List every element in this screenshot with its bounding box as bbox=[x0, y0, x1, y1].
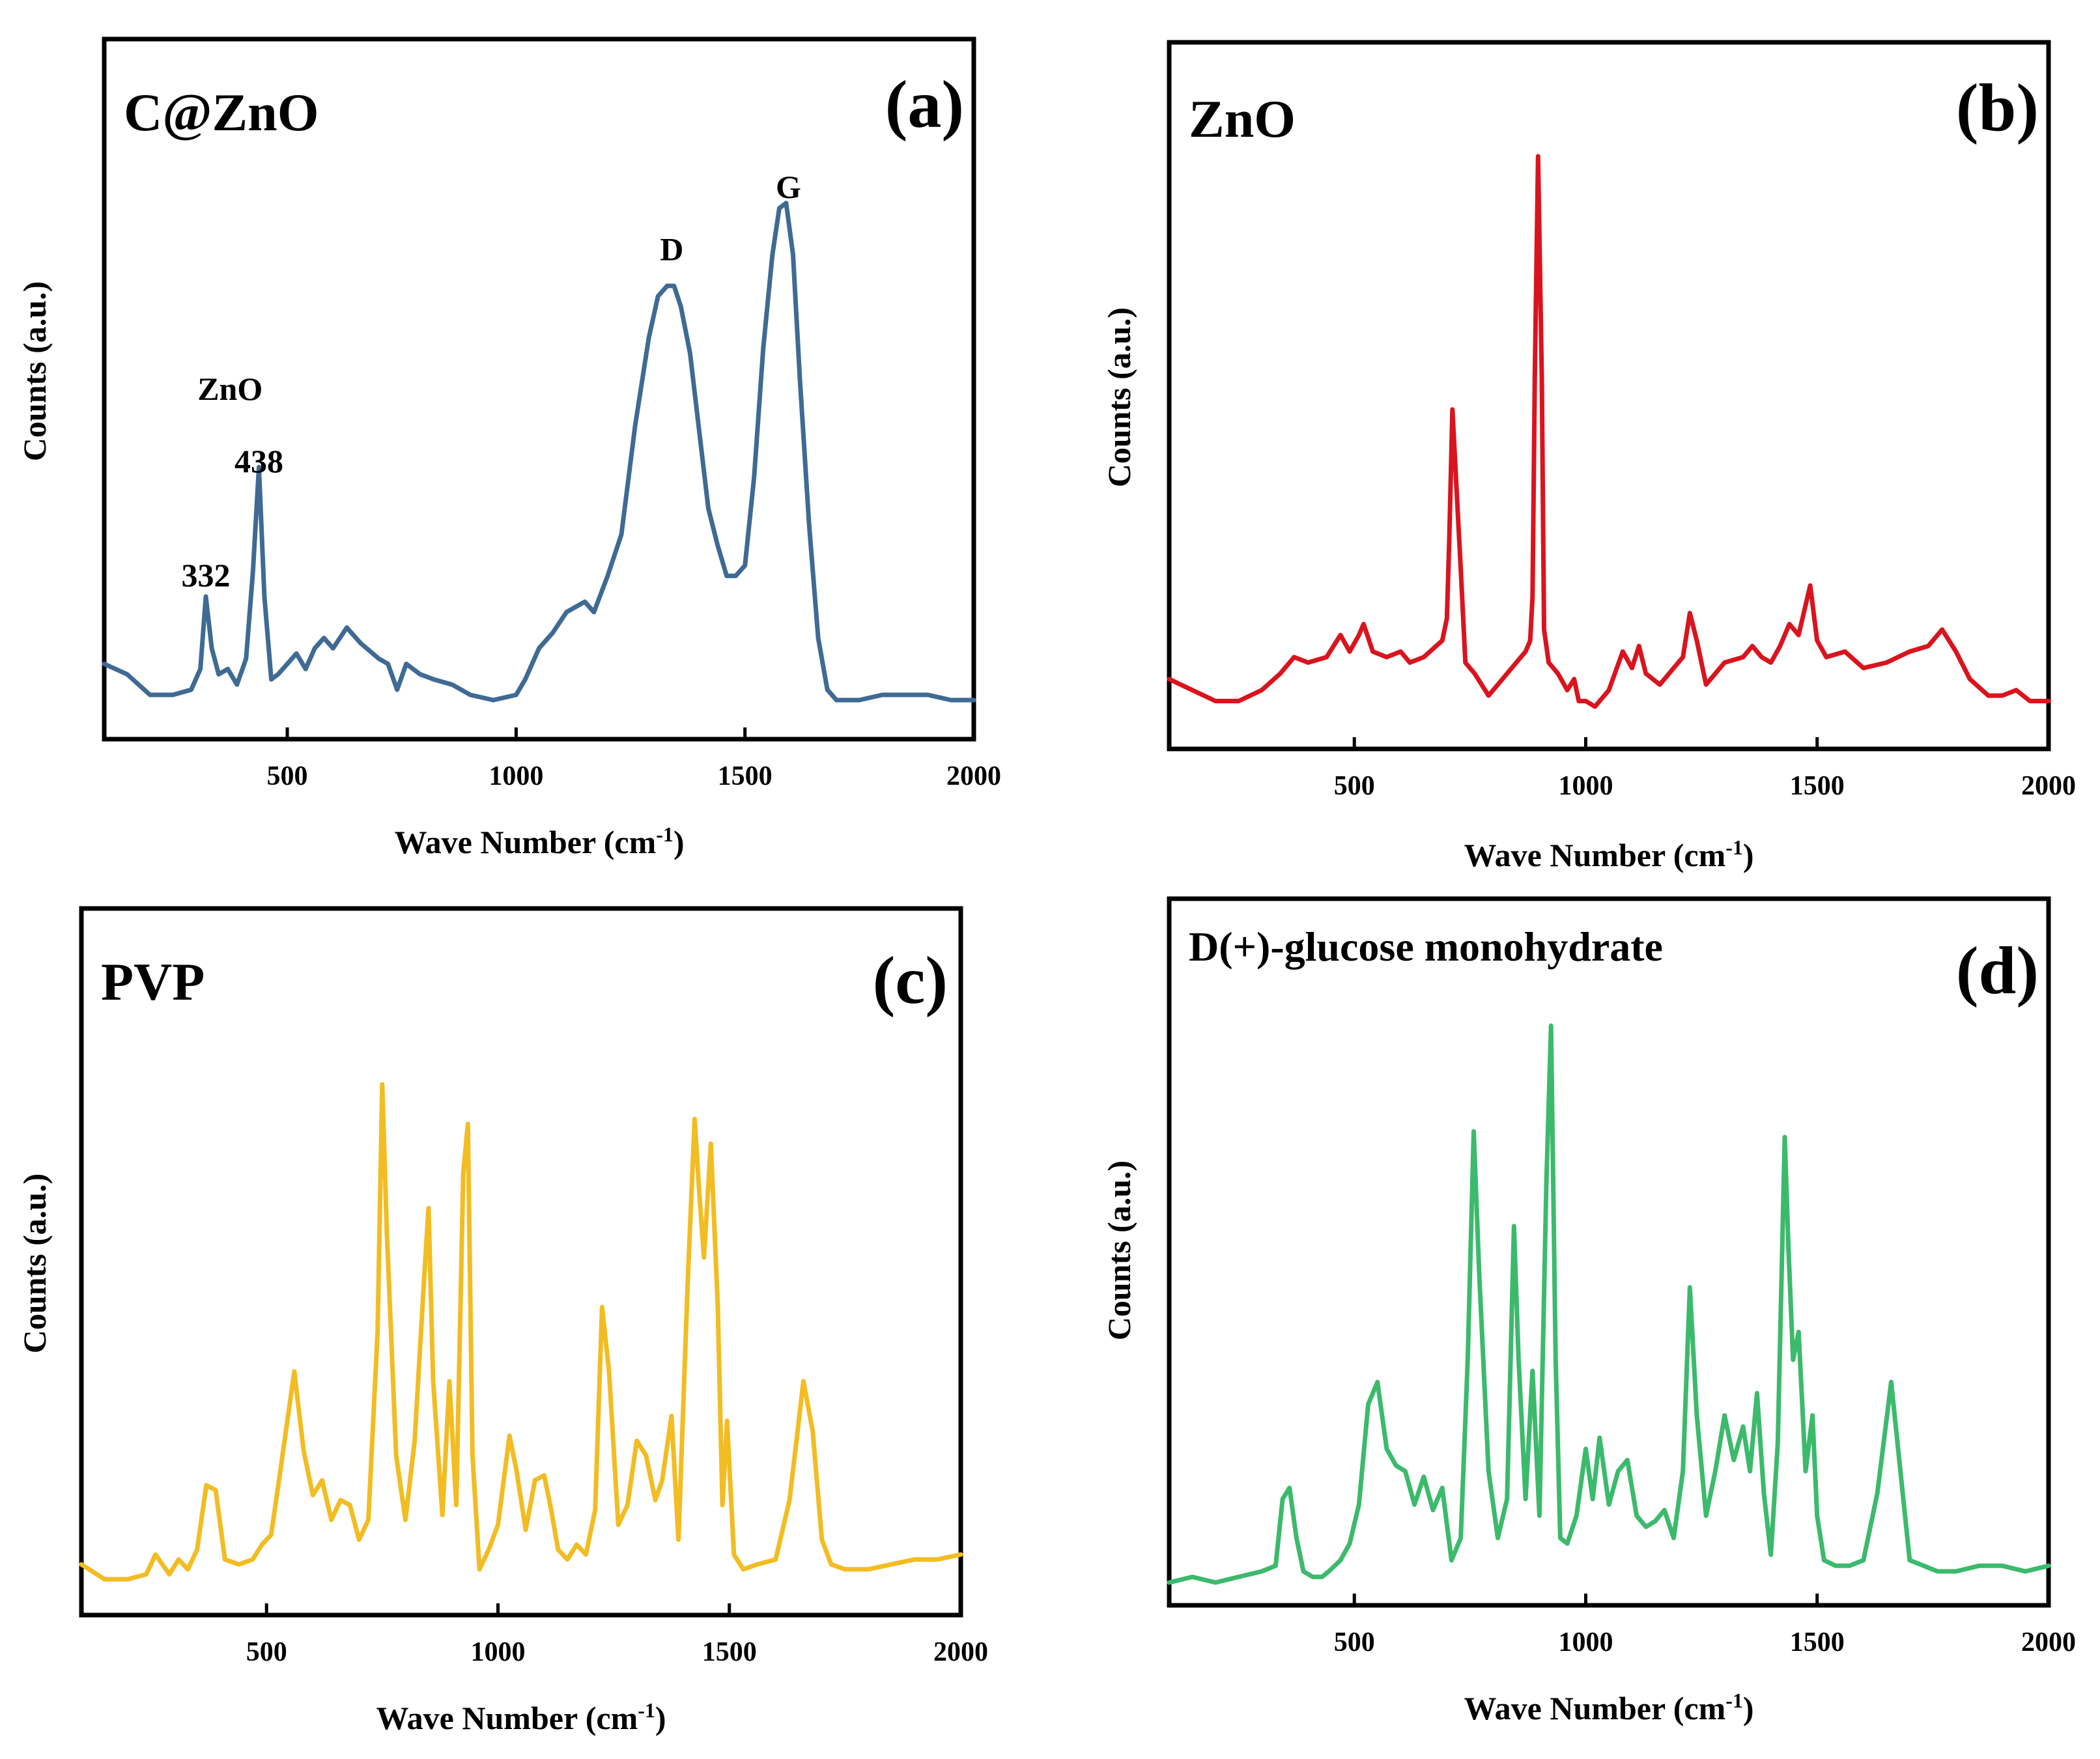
x-axis-label: Wave Number (cm-1) bbox=[394, 823, 684, 860]
peak-annotation: G bbox=[776, 169, 801, 205]
x-tick-label: 2000 bbox=[946, 761, 1001, 791]
x-tick-label: 500 bbox=[246, 1637, 287, 1667]
x-tick-label: 2000 bbox=[2021, 771, 2076, 801]
x-tick-label: 1500 bbox=[1790, 1627, 1845, 1657]
panel-title: PVP bbox=[101, 952, 205, 1011]
x-axis-label: Wave Number (cm-1) bbox=[376, 1698, 666, 1736]
spectrum-line bbox=[102, 201, 976, 703]
chart-panel-d: 500 1000 1500 2000 D(+)-glucose monohydrate (… bbox=[1101, 896, 2076, 1726]
x-tick-label: 2000 bbox=[2021, 1627, 2076, 1657]
panel-title: C@ZnO bbox=[124, 83, 319, 142]
peak-annotation: D bbox=[660, 231, 683, 267]
x-tick-label: 1000 bbox=[470, 1637, 525, 1667]
panel-title: ZnO bbox=[1189, 89, 1296, 148]
plot-frame bbox=[79, 906, 963, 1618]
x-tick-label: 1000 bbox=[489, 761, 543, 791]
panel-letter: (d) bbox=[1956, 933, 2039, 1008]
x-tick-label: 1000 bbox=[1558, 1627, 1613, 1657]
x-tick-label: 1500 bbox=[1790, 771, 1845, 801]
x-tick-label: 500 bbox=[267, 761, 308, 791]
spectrum-line bbox=[1167, 1023, 2051, 1585]
x-tick-label: 1500 bbox=[702, 1637, 757, 1667]
x-tick-label: 2000 bbox=[933, 1637, 988, 1667]
y-axis-label: Counts (a.u.) bbox=[1101, 1161, 1137, 1340]
plot-frame bbox=[1167, 40, 2051, 752]
x-axis-label: Wave Number (cm-1) bbox=[1464, 836, 1753, 873]
x-tick-label: 1500 bbox=[718, 761, 773, 791]
x-tick-label: 500 bbox=[1334, 771, 1375, 801]
y-axis-label: Counts (a.u.) bbox=[16, 281, 53, 461]
spectrum-line bbox=[79, 1082, 963, 1582]
peak-annotation: 332 bbox=[181, 557, 230, 593]
chart-panel-a: 500 1000 1500 2000 C@ZnO (a) Wave Number (cm-1… bbox=[16, 36, 1001, 860]
panel-letter: (c) bbox=[873, 943, 948, 1018]
chart-panel-b: 500 1000 1500 2000 ZnO (b) Wave Number (cm-1) C… bbox=[1101, 40, 2076, 873]
y-axis-label: Counts (a.u.) bbox=[16, 1174, 53, 1353]
panel-letter: (b) bbox=[1956, 70, 2039, 145]
chart-panel-c: 500 1000 1500 2000 PVP (c) Wave Number (cm-1) C… bbox=[16, 906, 988, 1736]
panel-title: D(+)-glucose monohydrate bbox=[1189, 923, 1663, 970]
x-axis-label: Wave Number (cm-1) bbox=[1464, 1689, 1753, 1726]
spectrum-line bbox=[1167, 154, 2051, 709]
plot-frame bbox=[1167, 896, 2051, 1608]
peak-annotation: ZnO bbox=[197, 371, 262, 407]
plot-frame bbox=[102, 36, 976, 742]
x-tick-label: 1000 bbox=[1558, 771, 1613, 801]
peak-annotation: 438 bbox=[234, 443, 283, 479]
x-tick-label: 500 bbox=[1334, 1627, 1375, 1657]
panel-letter: (a) bbox=[885, 67, 964, 142]
y-axis-label: Counts (a.u.) bbox=[1101, 307, 1137, 487]
